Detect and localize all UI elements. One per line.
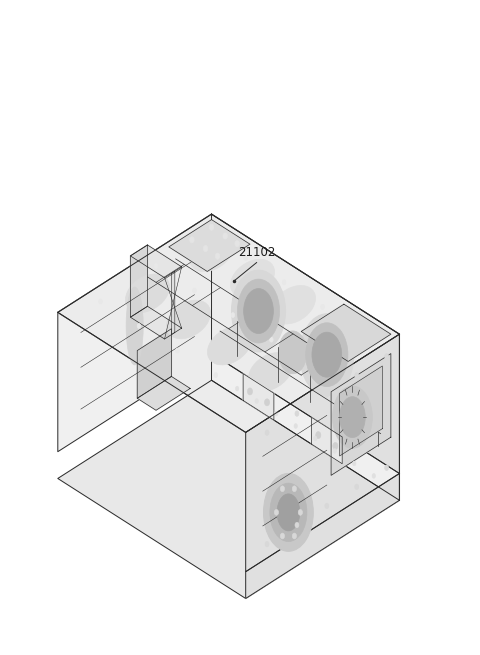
Polygon shape: [312, 417, 342, 464]
Circle shape: [154, 263, 158, 269]
Polygon shape: [131, 307, 181, 339]
Circle shape: [205, 231, 209, 236]
Ellipse shape: [300, 314, 354, 396]
Ellipse shape: [125, 274, 169, 312]
Circle shape: [316, 432, 321, 439]
Circle shape: [255, 399, 258, 403]
Polygon shape: [340, 366, 383, 456]
Circle shape: [192, 288, 196, 293]
Circle shape: [265, 430, 269, 436]
Polygon shape: [58, 214, 212, 452]
Circle shape: [292, 533, 297, 539]
Circle shape: [214, 373, 217, 378]
Ellipse shape: [277, 494, 300, 531]
Circle shape: [137, 324, 141, 329]
Circle shape: [252, 397, 256, 402]
Circle shape: [308, 362, 312, 367]
Ellipse shape: [278, 331, 307, 374]
Circle shape: [190, 236, 194, 243]
Polygon shape: [58, 214, 399, 432]
Circle shape: [355, 484, 359, 489]
Ellipse shape: [167, 300, 211, 339]
Ellipse shape: [306, 323, 348, 386]
Circle shape: [295, 522, 299, 528]
Ellipse shape: [312, 332, 342, 377]
Circle shape: [235, 240, 240, 247]
Circle shape: [176, 348, 179, 353]
Circle shape: [236, 386, 239, 391]
Circle shape: [295, 411, 299, 417]
Polygon shape: [131, 245, 181, 278]
Circle shape: [203, 246, 208, 252]
Circle shape: [231, 312, 235, 318]
Polygon shape: [243, 373, 274, 420]
Circle shape: [333, 443, 338, 449]
Ellipse shape: [249, 352, 292, 391]
Polygon shape: [246, 474, 399, 599]
Circle shape: [280, 486, 285, 492]
Polygon shape: [171, 271, 175, 335]
Circle shape: [247, 388, 252, 395]
Circle shape: [282, 280, 286, 285]
Ellipse shape: [272, 286, 315, 324]
Polygon shape: [212, 214, 399, 474]
Circle shape: [99, 299, 102, 304]
Circle shape: [353, 461, 356, 466]
Circle shape: [275, 411, 278, 416]
Circle shape: [333, 449, 336, 453]
Ellipse shape: [244, 289, 274, 333]
Polygon shape: [169, 219, 250, 271]
Circle shape: [269, 337, 273, 342]
Ellipse shape: [312, 312, 357, 350]
Circle shape: [215, 253, 220, 259]
Ellipse shape: [270, 483, 307, 542]
Circle shape: [280, 533, 285, 539]
Circle shape: [372, 474, 375, 478]
Circle shape: [359, 329, 363, 334]
Circle shape: [384, 465, 389, 470]
Polygon shape: [246, 334, 399, 572]
Circle shape: [384, 354, 389, 359]
Circle shape: [321, 305, 324, 309]
Circle shape: [325, 503, 329, 509]
Circle shape: [223, 233, 228, 239]
Circle shape: [313, 436, 317, 441]
Ellipse shape: [230, 259, 275, 298]
Polygon shape: [58, 214, 399, 432]
Circle shape: [325, 392, 329, 397]
Text: 21102: 21102: [238, 246, 276, 259]
Polygon shape: [137, 329, 171, 398]
Ellipse shape: [231, 270, 286, 352]
Ellipse shape: [340, 397, 365, 438]
Circle shape: [292, 486, 297, 492]
Circle shape: [244, 255, 248, 260]
Circle shape: [355, 373, 359, 378]
Ellipse shape: [333, 386, 372, 448]
Ellipse shape: [126, 287, 143, 365]
Polygon shape: [212, 354, 399, 500]
Circle shape: [264, 399, 270, 406]
Ellipse shape: [264, 474, 313, 552]
Polygon shape: [331, 354, 391, 476]
Circle shape: [209, 224, 214, 231]
Circle shape: [274, 510, 278, 515]
Polygon shape: [58, 381, 399, 599]
Polygon shape: [137, 377, 190, 410]
Ellipse shape: [207, 326, 252, 365]
Circle shape: [298, 510, 302, 515]
Circle shape: [294, 424, 298, 428]
Circle shape: [265, 542, 269, 547]
Ellipse shape: [238, 279, 279, 343]
Polygon shape: [131, 245, 147, 317]
Ellipse shape: [190, 233, 234, 272]
Polygon shape: [301, 304, 391, 362]
